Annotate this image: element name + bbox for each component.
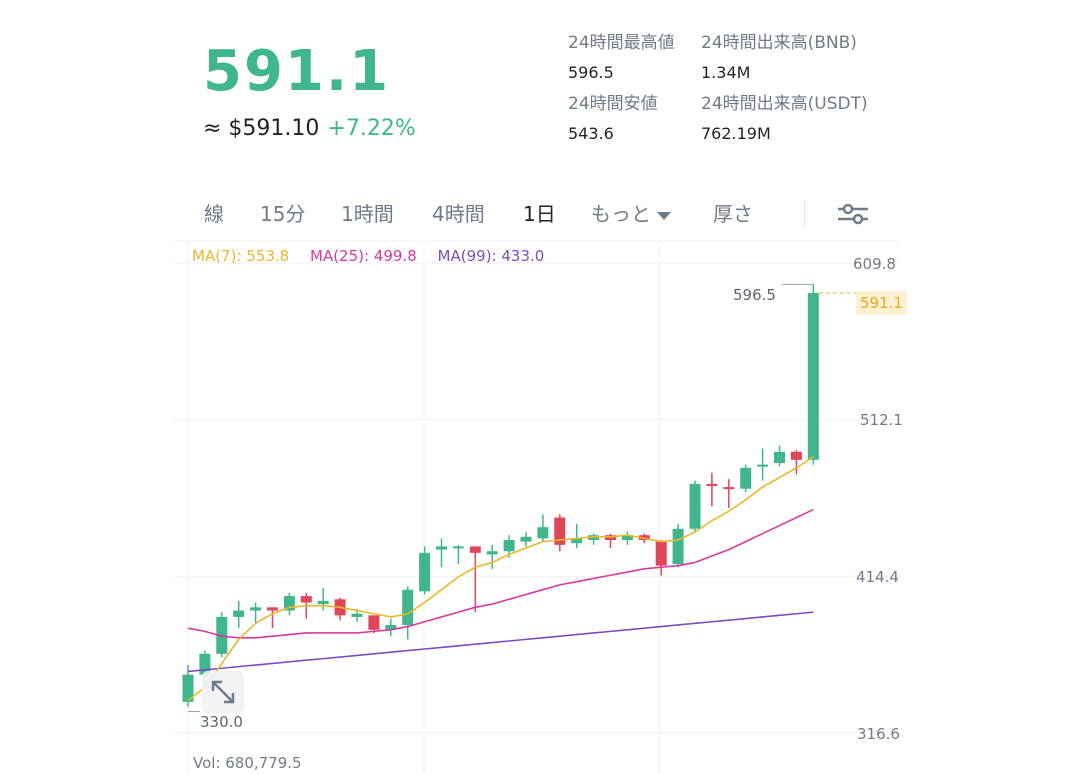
high-marker-label: 596.5: [733, 286, 776, 304]
candle-body: [790, 451, 802, 460]
price-sub-line: ≈ $591.10 +7.22%: [203, 114, 416, 144]
ma25-line: [187, 508, 814, 639]
candle-body: [807, 292, 819, 460]
stat-24h-volume-base: 24時間出来高(BNB) 1.34M: [701, 31, 857, 85]
candle-body: [436, 546, 447, 550]
candle-body: [402, 589, 414, 625]
expand-button[interactable]: [202, 671, 244, 713]
candle-body: [283, 596, 295, 611]
stat-24h-low: 24時間安値 543.6: [568, 92, 658, 146]
tab-1h[interactable]: 1時間: [341, 202, 394, 226]
candle-body: [689, 483, 701, 529]
candle-body: [233, 610, 245, 617]
stat-value: 596.5: [568, 63, 614, 82]
tab-15m[interactable]: 15分: [260, 202, 306, 226]
tab-line[interactable]: 線: [204, 202, 224, 226]
ma-lines: [187, 455, 814, 701]
candle-body: [706, 483, 718, 486]
candle-body: [672, 528, 684, 565]
tab-more-label: もっと: [591, 202, 651, 226]
candle-body: [486, 551, 498, 555]
candle-body: [351, 613, 363, 617]
candle-body: [452, 546, 464, 549]
candle-body: [723, 487, 735, 490]
candle-body: [199, 653, 211, 675]
tab-depth[interactable]: 厚さ: [713, 202, 753, 226]
tab-1d[interactable]: 1日: [523, 202, 556, 226]
interval-tabs: 線 15分 1時間 4時間 1日 もっと 厚さ: [174, 192, 900, 236]
usd-equivalent: ≈ $591.10: [203, 116, 320, 141]
caret-down-icon: [657, 211, 671, 220]
price-markers: [188, 283, 856, 713]
sliders-icon[interactable]: [836, 200, 870, 228]
candle-body: [757, 464, 769, 467]
last-price: 591.1: [203, 39, 391, 104]
stat-label: 24時間安値: [568, 94, 658, 114]
candles: [182, 284, 819, 707]
stat-value: 543.6: [568, 124, 614, 143]
legend-ma99: MA(99): 433.0: [437, 247, 545, 265]
stat-label: 24時間最高値: [568, 33, 675, 53]
candle-body: [469, 546, 481, 553]
candle-body: [300, 596, 312, 603]
stat-label: 24時間出来高(USDT): [701, 94, 868, 114]
tab-4h[interactable]: 4時間: [432, 202, 485, 226]
candle-body: [655, 541, 667, 566]
candle-body: [419, 552, 431, 592]
y-tick-label: 414.4: [856, 568, 899, 586]
ma7-line: [187, 455, 814, 701]
candle-body: [571, 538, 583, 544]
tab-divider: [804, 200, 805, 228]
y-tick-label: 512.1: [860, 411, 903, 429]
low-marker-label: 330.0: [200, 713, 243, 731]
ma-legend: MA(7): 553.8 MA(25): 499.8 MA(99): 433.0: [192, 245, 560, 267]
candle-body: [368, 615, 380, 630]
tab-more[interactable]: もっと: [591, 200, 671, 228]
candle-body: [520, 536, 532, 542]
stat-value: 1.34M: [701, 63, 751, 82]
candle-body: [250, 607, 262, 611]
expand-icon: [211, 680, 235, 704]
y-tick-label: 316.6: [857, 725, 900, 743]
candle-body: [317, 600, 329, 605]
candle-body: [621, 535, 633, 540]
legend-ma7: MA(7): 553.8: [192, 247, 290, 265]
candle-body: [503, 539, 515, 552]
stat-label: 24時間出来高(BNB): [701, 33, 857, 53]
candle-body: [554, 517, 566, 545]
candle-body: [740, 467, 752, 489]
volume-label: Vol: 680,779.5: [193, 754, 302, 772]
candle-body: [537, 527, 549, 539]
legend-ma25: MA(25): 499.8: [310, 247, 417, 265]
change-percent: +7.22%: [327, 116, 416, 141]
chart-grid: [174, 240, 900, 774]
stat-value: 762.19M: [701, 124, 771, 143]
ma99-line: [187, 611, 814, 673]
y-tick-label: 609.8: [853, 255, 896, 273]
candle-body: [774, 451, 785, 464]
candle-body: [267, 607, 278, 611]
current-price-tag: 591.1: [856, 291, 907, 315]
candle-body: [385, 624, 397, 630]
stat-24h-volume-quote: 24時間出来高(USDT) 762.19M: [701, 92, 868, 146]
candle-body: [605, 535, 616, 540]
candle-body: [182, 674, 194, 702]
stat-24h-high: 24時間最高値 596.5: [568, 31, 675, 85]
